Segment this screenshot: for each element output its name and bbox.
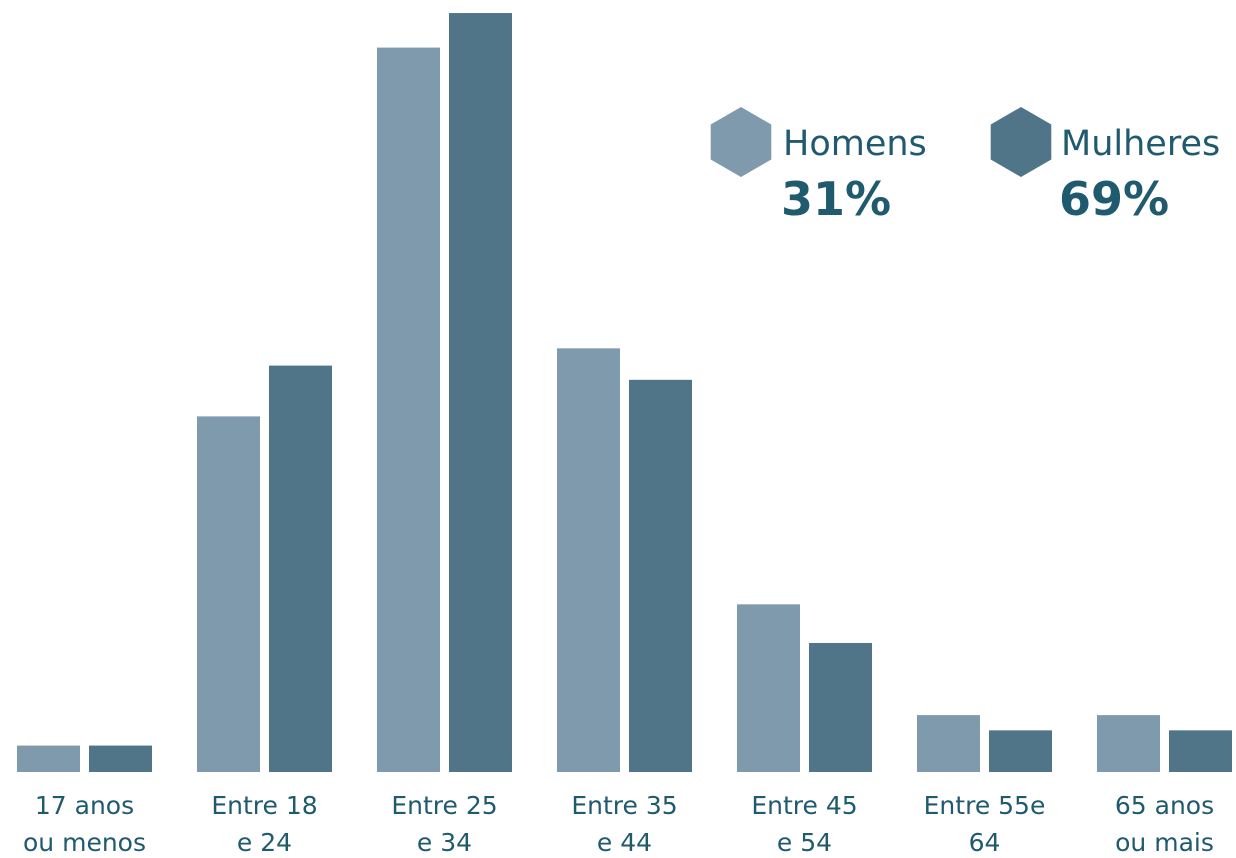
bar-homens-2 [377, 47, 440, 773]
bar-homens-0 [17, 745, 80, 772]
legend-label-homens: Homens [783, 124, 927, 164]
category-label-5: Entre 55e 64 [924, 791, 1046, 857]
legend-hexagon-homens [710, 107, 772, 177]
legend-share-homens: 31% [781, 172, 891, 226]
bar-mulheres-1 [269, 365, 332, 772]
legend-share-mulheres: 69% [1059, 172, 1169, 226]
bar-mulheres-0 [89, 745, 152, 772]
category-label-1: Entre 18 e 24 [211, 791, 317, 857]
category-label-0: 17 anos ou menos [23, 791, 146, 857]
bar-mulheres-2 [449, 13, 512, 773]
bar-homens-4 [737, 604, 800, 772]
category-label-4: Entre 45 e 54 [751, 791, 857, 857]
bar-mulheres-3 [629, 379, 692, 772]
bar-mulheres-5 [989, 730, 1052, 772]
bar-homens-6 [1097, 715, 1160, 772]
bar-homens-5 [917, 715, 980, 772]
category-label-2: Entre 25 e 34 [391, 791, 497, 857]
bar-homens-3 [557, 348, 620, 772]
category-label-6: 65 anos ou mais [1115, 791, 1214, 857]
bars-group [17, 13, 1232, 773]
legend-label-mulheres: Mulheres [1061, 124, 1220, 164]
legend: Homens 31% Mulheres 69% [710, 107, 1220, 226]
bar-mulheres-6 [1169, 730, 1232, 772]
bar-mulheres-4 [809, 642, 872, 772]
bar-homens-1 [197, 416, 260, 772]
category-labels: 17 anos ou menos Entre 18 e 24 Entre 25 e 34 E… [23, 791, 1214, 857]
legend-hexagon-mulheres [990, 107, 1052, 177]
category-label-3: Entre 35 e 44 [571, 791, 677, 857]
